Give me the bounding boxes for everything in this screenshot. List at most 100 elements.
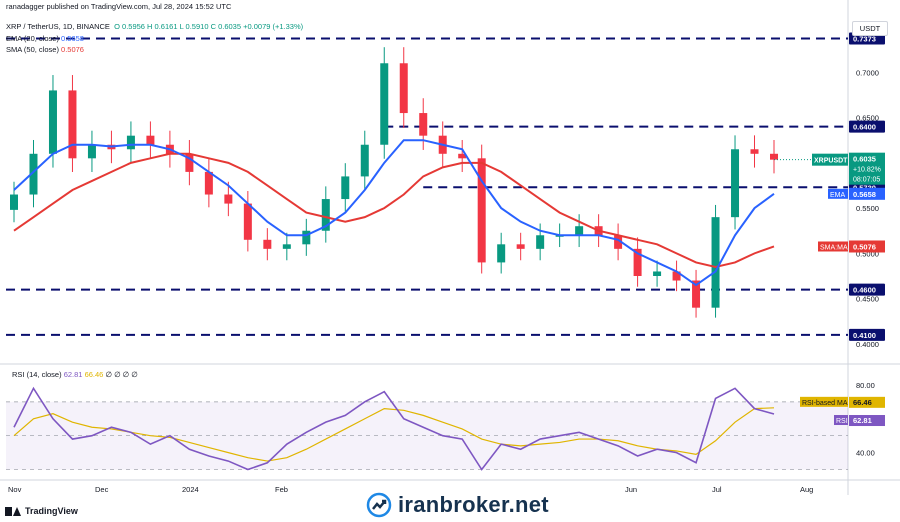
ema-tag-label: EMA: [830, 192, 846, 199]
tradingview-logo: TradingView: [5, 506, 78, 516]
candle-body: [243, 203, 252, 240]
tradingview-icon: [5, 506, 21, 516]
level-tag: [849, 283, 885, 296]
candle-body: [204, 171, 213, 195]
candle-body: [477, 158, 486, 263]
indicator-lines: [13, 139, 848, 287]
countdown-label: 08:07:05: [853, 177, 880, 184]
rsi-tick-label: 40.00: [856, 449, 875, 458]
candle-body: [672, 271, 681, 281]
candle-body: [633, 248, 642, 276]
time-tick-label: Feb: [275, 485, 288, 494]
price-tick-label: 0.5500: [856, 204, 879, 213]
ema-20-line: [13, 139, 775, 287]
candle-body: [302, 230, 311, 245]
sma-value-tag: [849, 240, 885, 253]
candle-body: [224, 194, 233, 204]
ema-value-tag: [849, 187, 885, 200]
ema-legend[interactable]: EMA (20, close) 0.5658: [6, 34, 84, 43]
symbol-line: XRP / TetherUS, 1D, BINANCE O 0.5956 H 0…: [6, 22, 304, 31]
rsi-band: [6, 401, 848, 470]
candle-body: [692, 280, 701, 308]
candle-body: [731, 149, 740, 218]
candle-body: [575, 226, 584, 236]
candlesticks: [10, 47, 778, 318]
support-resistance-levels: [6, 37, 848, 336]
level-tag-label: 0.4600: [853, 286, 876, 295]
candle-body: [458, 153, 467, 159]
candle-body: [341, 176, 350, 200]
candle-body: [68, 90, 77, 159]
level-tag: [849, 328, 885, 341]
level-tag-label: 0.5730: [853, 183, 876, 192]
currency-selector[interactable]: USDT: [852, 21, 888, 36]
candle-body: [48, 90, 57, 154]
time-tick-label: Jul: [712, 485, 722, 494]
sma-50-line: [13, 152, 775, 268]
candle-body: [419, 113, 428, 136]
price-tick-label: 0.4500: [856, 295, 879, 304]
chart-growth-icon: [366, 492, 392, 518]
candle-body: [185, 153, 194, 172]
rsi-value-tag: [849, 415, 885, 427]
level-tag-label: 0.6400: [853, 123, 876, 132]
candle-body: [380, 63, 389, 145]
candle-body: [614, 235, 623, 249]
time-tick-label: 2024: [182, 485, 199, 494]
rsi-tag-label: RSI: [836, 418, 848, 425]
time-tick-label: Jun: [625, 485, 637, 494]
time-tick-label: Nov: [8, 485, 22, 494]
candle-body: [770, 153, 778, 160]
price-axis: 0.70000.65000.60000.55000.50000.45000.40…: [800, 32, 885, 458]
price-tick-label: 0.6500: [856, 114, 879, 123]
rsi-ma-tag-label: RSI-based MA: [802, 400, 848, 407]
candle-body: [321, 199, 330, 231]
sma-tag: [818, 241, 848, 252]
rsi-ma-line: [13, 407, 775, 462]
candle-body: [126, 135, 135, 150]
ema-tag: [828, 188, 848, 199]
price-tick-label: 0.4000: [856, 340, 879, 349]
sma-legend[interactable]: SMA (50, close) 0.5076: [6, 45, 84, 54]
rsi-ma-value-tag: [849, 396, 885, 408]
rsi-tag: [834, 415, 848, 426]
candle-body: [653, 271, 662, 276]
candle-body: [399, 63, 408, 114]
current-change-label: +10.82%: [853, 167, 881, 174]
candle-body: [750, 149, 759, 154]
sma-value-label: 0.5076: [853, 242, 876, 251]
candle-body: [536, 235, 545, 249]
candle-body: [87, 144, 96, 159]
watermark: iranbroker.net: [358, 488, 557, 522]
candle-body: [146, 135, 155, 145]
rsi-value-label: 62.81: [853, 416, 872, 425]
published-line: ranadagger published on TradingView.com,…: [6, 2, 232, 11]
price-tick-label: 0.5000: [856, 249, 879, 258]
symbol-tag: [812, 153, 848, 166]
level-tag: [849, 120, 885, 133]
sma-tag-label: SMA:MA: [820, 244, 848, 251]
candle-body: [711, 217, 720, 308]
rsi-ma-tag: [800, 396, 848, 407]
candle-body: [360, 144, 369, 177]
level-tag-label: 0.7373: [853, 35, 876, 44]
rsi-ma-value-label: 66.46: [853, 398, 872, 407]
time-axis: Nov Dec 2024 Feb Jun Jul Aug: [8, 485, 813, 494]
current-price-tag: [849, 152, 885, 185]
candle-body: [10, 194, 18, 210]
rsi-panel: [6, 386, 848, 471]
time-tick-label: Dec: [95, 485, 109, 494]
candle-body: [29, 153, 38, 195]
candle-body: [516, 244, 525, 249]
rsi-legend[interactable]: RSI (14, close) 62.81 66.46 ∅ ∅ ∅ ∅: [12, 370, 138, 379]
ema-value-label: 0.5658: [853, 190, 876, 199]
rsi-line: [13, 386, 775, 471]
time-tick-label: Aug: [800, 485, 813, 494]
price-tick-label: 0.7000: [856, 68, 879, 77]
level-tag-label: 0.4100: [853, 331, 876, 340]
candle-body: [282, 244, 291, 249]
symbol-tag-label: XRPUSDT: [814, 158, 848, 165]
rsi-tick-label: 80.00: [856, 381, 875, 390]
current-price-label: 0.6035: [853, 155, 876, 164]
